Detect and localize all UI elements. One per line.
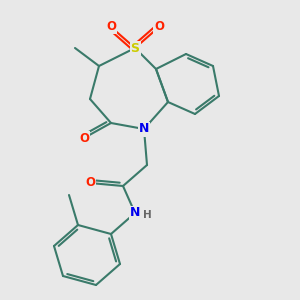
- Text: S: S: [130, 41, 140, 55]
- Text: O: O: [79, 131, 89, 145]
- Text: H: H: [143, 209, 152, 220]
- Text: N: N: [130, 206, 140, 220]
- Text: O: O: [106, 20, 116, 34]
- Text: N: N: [139, 122, 149, 136]
- Text: O: O: [154, 20, 164, 34]
- Text: O: O: [85, 176, 95, 190]
